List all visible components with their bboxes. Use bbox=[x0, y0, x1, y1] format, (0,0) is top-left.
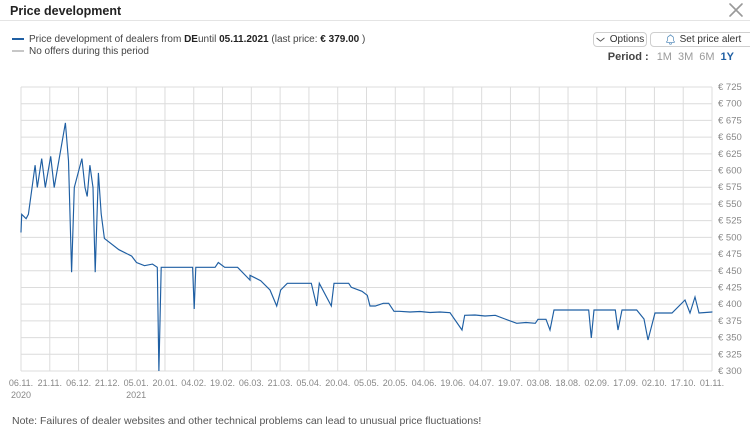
svg-text:18.08.: 18.08. bbox=[556, 378, 581, 388]
svg-text:€ 350: € 350 bbox=[718, 333, 742, 344]
svg-text:05.01.: 05.01. bbox=[124, 378, 149, 388]
svg-text:€ 300: € 300 bbox=[718, 366, 742, 377]
svg-text:17.09.: 17.09. bbox=[613, 378, 638, 388]
svg-text:€ 525: € 525 bbox=[718, 216, 742, 227]
svg-text:€ 650: € 650 bbox=[718, 132, 742, 143]
svg-text:20.01.: 20.01. bbox=[152, 378, 177, 388]
svg-text:05.04.: 05.04. bbox=[296, 378, 321, 388]
svg-text:06.12.: 06.12. bbox=[66, 378, 91, 388]
svg-text:05.05.: 05.05. bbox=[354, 378, 379, 388]
svg-text:19.06.: 19.06. bbox=[440, 378, 465, 388]
svg-text:€ 450: € 450 bbox=[718, 266, 742, 277]
svg-text:04.02.: 04.02. bbox=[181, 378, 206, 388]
svg-text:03.08.: 03.08. bbox=[527, 378, 552, 388]
svg-text:04.07.: 04.07. bbox=[469, 378, 494, 388]
svg-text:€ 375: € 375 bbox=[718, 316, 742, 327]
svg-text:21.11.: 21.11. bbox=[38, 378, 62, 388]
svg-text:01.11.: 01.11. bbox=[700, 378, 724, 388]
svg-text:04.06.: 04.06. bbox=[412, 378, 437, 388]
svg-text:€ 575: € 575 bbox=[718, 182, 742, 193]
svg-text:21.03.: 21.03. bbox=[268, 378, 293, 388]
svg-text:21.12.: 21.12. bbox=[95, 378, 120, 388]
svg-text:€ 700: € 700 bbox=[718, 99, 742, 110]
svg-text:€ 500: € 500 bbox=[718, 232, 742, 243]
svg-text:€ 550: € 550 bbox=[718, 199, 742, 210]
svg-text:€ 675: € 675 bbox=[718, 115, 742, 126]
svg-text:€ 600: € 600 bbox=[718, 166, 742, 177]
svg-text:19.02.: 19.02. bbox=[210, 378, 235, 388]
svg-text:02.09.: 02.09. bbox=[584, 378, 609, 388]
svg-text:02.10.: 02.10. bbox=[642, 378, 667, 388]
svg-text:06.03.: 06.03. bbox=[239, 378, 264, 388]
svg-text:€ 475: € 475 bbox=[718, 249, 742, 260]
svg-text:06.11.: 06.11. bbox=[9, 378, 33, 388]
svg-text:17.10.: 17.10. bbox=[671, 378, 696, 388]
svg-text:2021: 2021 bbox=[126, 390, 146, 400]
svg-text:€ 400: € 400 bbox=[718, 299, 742, 310]
svg-text:20.05.: 20.05. bbox=[383, 378, 408, 388]
svg-text:€ 625: € 625 bbox=[718, 149, 742, 160]
svg-text:2020: 2020 bbox=[11, 390, 31, 400]
svg-text:€ 725: € 725 bbox=[718, 82, 742, 93]
svg-text:19.07.: 19.07. bbox=[498, 378, 523, 388]
svg-text:€ 425: € 425 bbox=[718, 282, 742, 293]
svg-text:20.04.: 20.04. bbox=[325, 378, 350, 388]
svg-text:€ 325: € 325 bbox=[718, 349, 742, 360]
